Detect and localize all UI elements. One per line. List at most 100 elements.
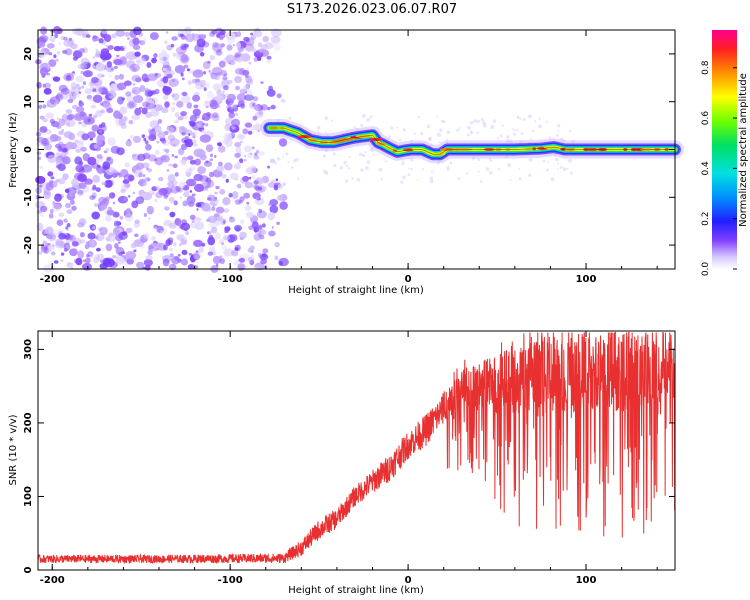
spectrogram-noise-blob xyxy=(185,230,190,236)
spectrogram-noise-blob xyxy=(107,90,117,99)
spectrogram-noise-blob xyxy=(211,66,223,76)
spectrogram-noise-blob xyxy=(40,26,48,35)
spectrogram-noise-blob xyxy=(106,61,113,68)
spectrogram-noise-blob xyxy=(44,250,48,254)
spectrogram-noise-blob xyxy=(256,197,259,200)
snr-x-tick-label: 100 xyxy=(576,575,597,586)
spectrogram-faint-dot xyxy=(323,169,327,174)
spectrogram-noise-blob xyxy=(72,56,78,61)
spectrogram-noise-blob xyxy=(144,140,149,144)
spectrogram-faint-dot xyxy=(528,173,532,177)
spectrogram-noise-blob xyxy=(239,196,245,202)
spectrogram-noise-blob xyxy=(251,48,257,53)
spectrogram-noise-blob xyxy=(203,87,207,92)
spectrogram-noise-blob xyxy=(191,193,196,197)
spectrogram-noise-blob xyxy=(189,190,193,193)
spectrogram-faint-dot xyxy=(499,134,503,138)
spectrogram-noise-blob xyxy=(219,36,224,41)
spectrogram-noise-blob xyxy=(143,137,147,142)
spectrogram-noise-blob xyxy=(113,220,120,227)
spectrogram-noise-blob xyxy=(113,110,121,119)
spectrogram-noise-blob xyxy=(78,121,82,125)
spectrogram-signal-track xyxy=(260,119,684,164)
spectrogram-noise-blob xyxy=(266,89,276,97)
spectrogram-faint-dot xyxy=(476,131,480,135)
colorbar-tick-label: 0.6 xyxy=(701,111,711,126)
spectrogram-faint-dot xyxy=(566,168,569,170)
spectrogram-noise-blob xyxy=(216,89,222,96)
spectrogram-noise-blob xyxy=(243,158,247,162)
spectrogram-faint-dot xyxy=(458,127,461,130)
spectrogram-noise-blob xyxy=(168,239,173,246)
spectrogram-noise-blob xyxy=(194,183,204,193)
spectrogram-faint-dot xyxy=(428,136,432,141)
spectrogram-noise-blob xyxy=(221,244,228,251)
spectrogram-noise-blob xyxy=(223,248,234,257)
spectrogram-faint-dot xyxy=(362,114,366,118)
spectrogram-noise-blob xyxy=(93,114,98,119)
spectrogram-faint-dot xyxy=(568,129,572,133)
spectrogram-faint-dot xyxy=(562,167,567,172)
spectrogram-noise-blob xyxy=(95,50,101,57)
spectrogram-noise-blob xyxy=(143,77,150,83)
spectrogram-noise-blob xyxy=(214,76,220,81)
spectrogram-noise-blob xyxy=(177,116,184,121)
spectrogram-faint-dot xyxy=(438,141,441,144)
spectrogram-noise-blob xyxy=(173,242,177,247)
spectrogram-faint-dot xyxy=(473,119,477,123)
spectrogram-noise-blob xyxy=(86,34,91,39)
spectrogram-noise-blob xyxy=(231,191,239,199)
spectrogram-noise-blob xyxy=(182,192,190,198)
snr-x-tick-label: -100 xyxy=(218,575,243,586)
spectrogram-faint-dot xyxy=(380,177,383,180)
spectrogram-noise-blob xyxy=(173,200,178,206)
spectrogram-x-tick-label: -100 xyxy=(218,274,243,285)
spectrogram-faint-dot xyxy=(429,179,434,184)
spectrogram-noise-blob xyxy=(47,154,58,164)
spectrogram-faint-dot xyxy=(347,167,350,170)
spectrogram-noise-blob xyxy=(187,155,194,161)
spectrogram-noise-blob xyxy=(255,111,264,119)
spectrogram-noise-blob xyxy=(179,243,182,247)
spectrogram-noise-blob xyxy=(95,167,100,171)
spectrogram-noise-blob xyxy=(175,46,187,55)
spectrogram-noise-blob xyxy=(134,219,140,224)
spectrogram-noise-blob xyxy=(225,178,229,183)
spectrogram-noise-blob xyxy=(155,149,160,155)
spectrogram-noise-blob xyxy=(110,68,114,71)
spectrogram-noise-blob xyxy=(193,173,204,182)
snr-y-tick-label: 300 xyxy=(23,339,34,360)
spectrogram-noise-blob xyxy=(133,222,141,228)
spectrogram-noise-blob xyxy=(282,99,286,103)
spectrogram-noise-blob xyxy=(138,243,146,249)
spectrogram-noise-blob xyxy=(239,257,245,263)
spectrogram-noise-blob xyxy=(269,199,279,206)
spectrogram-noise-blob xyxy=(98,203,107,211)
spectrogram-noise-blob xyxy=(55,240,66,249)
spectrogram-faint-dot xyxy=(343,160,348,165)
spectrogram-noise-blob xyxy=(207,60,211,64)
spectrogram-noise-blob xyxy=(279,201,288,210)
spectrogram-noise-blob xyxy=(99,263,108,270)
spectrogram-noise-blob xyxy=(116,82,127,91)
spectrogram-x-label: Height of straight line (km) xyxy=(288,285,424,296)
spectrogram-noise-blob xyxy=(160,77,165,82)
spectrogram-noise-blob xyxy=(101,74,105,78)
spectrogram-noise-blob xyxy=(138,178,147,187)
spectrogram-noise-blob xyxy=(258,186,263,191)
spectrogram-noise-blob xyxy=(101,181,107,186)
spectrogram-noise-blob xyxy=(229,216,233,220)
spectrogram-noise-blob xyxy=(146,62,152,68)
spectrogram-faint-dot xyxy=(295,157,299,162)
snr-x-tick-label: 0 xyxy=(405,575,412,586)
spectrogram-noise-blob xyxy=(270,104,276,110)
spectrogram-noise-blob xyxy=(86,94,93,100)
spectrogram-noise-blob xyxy=(250,32,254,36)
spectrogram-noise-blob xyxy=(67,113,75,120)
spectrogram-noise-blob xyxy=(257,230,262,235)
spectrogram-noise-blob xyxy=(171,153,175,157)
spectrogram-faint-dot xyxy=(370,115,373,118)
spectrogram-noise-blob xyxy=(177,140,181,144)
spectrogram-faint-dot xyxy=(511,128,514,130)
